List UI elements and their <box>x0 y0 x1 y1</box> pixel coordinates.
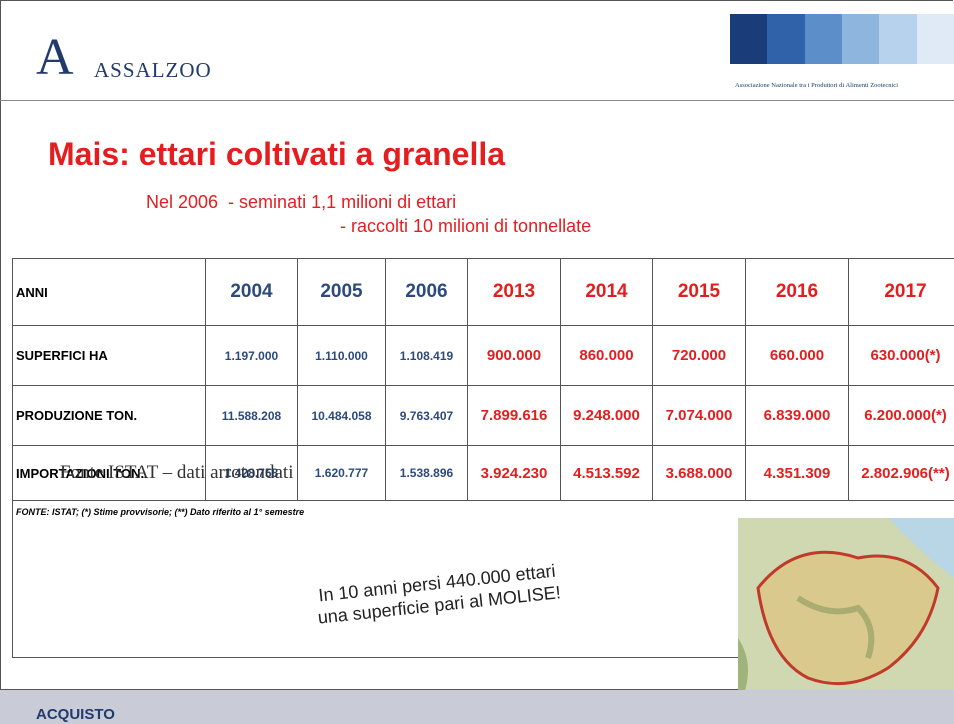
table-row: SUPERFICI HA 1.197.000 1.110.000 1.108.419 9… <box>12 325 954 386</box>
data-table: ANNI 2004 2005 2006 2013 2014 2015 2016 2017 SUPE… <box>12 258 954 658</box>
table-cell: 6.200.000(*) <box>848 385 954 446</box>
title: Mais: ettari coltivati a granella <box>48 136 506 172</box>
table-cell: 630.000(*) <box>848 325 954 386</box>
footer-label: ACQUISTO <box>36 706 115 723</box>
header-cell: 2004 <box>205 258 298 326</box>
header-cell: 2016 <box>745 258 849 326</box>
table-cell: 860.000 <box>560 325 653 386</box>
table-cell: 1.197.000 <box>205 325 298 386</box>
header-blocks <box>730 14 954 64</box>
header-cell: 2015 <box>652 258 746 326</box>
table-row: PRODUZIONE TON. 11.588.208 10.484.058 9.763… <box>12 385 954 446</box>
subtitle: Nel 2006 - seminati 1,1 milioni di ettar… <box>146 192 457 212</box>
table-cell: 1.428.758 <box>205 445 298 501</box>
header-row: ANNI 2004 2005 2006 2013 2014 2015 2016 2017 <box>12 258 954 326</box>
tagline: Associazione Nazionale tra i Produttori … <box>735 82 898 89</box>
header-cell: 2014 <box>560 258 653 326</box>
table-cell: 900.000 <box>467 325 561 386</box>
table-cell: 1.538.896 <box>385 445 468 501</box>
table-cell: IMPORTAZIONI TON. <box>12 445 206 501</box>
table-cell: 9.763.407 <box>385 385 468 446</box>
table-cell: 11.588.208 <box>205 385 298 446</box>
map-image <box>738 518 954 708</box>
table-cell: 3.688.000 <box>652 445 746 501</box>
table-cell: 4.513.592 <box>560 445 653 501</box>
table-cell: 9.248.000 <box>560 385 653 446</box>
table-cell: 6.839.000 <box>745 385 849 446</box>
table-cell: 7.074.000 <box>652 385 746 446</box>
table-cell: SUPERFICI HA <box>12 325 206 386</box>
table-cell: 1.110.000 <box>297 325 386 386</box>
header-cell: 2013 <box>467 258 561 326</box>
header-cell: ANNI <box>12 258 206 326</box>
header-cell: 2006 <box>385 258 468 326</box>
table-cell: 3.924.230 <box>467 445 561 501</box>
slide-border <box>0 0 953 690</box>
table-cell: 660.000 <box>745 325 849 386</box>
subtitle: - raccolti 10 milioni di tonnellate <box>340 216 592 236</box>
table-cell: 2.802.906(**) <box>848 445 954 501</box>
table-cell: 4.351.309 <box>745 445 849 501</box>
table-cell: 1.108.419 <box>385 325 468 386</box>
table-cell: 7.899.616 <box>467 385 561 446</box>
header-cell: 2017 <box>848 258 954 326</box>
table-cell: 1.620.777 <box>297 445 386 501</box>
footer-bar: ACQUISTO <box>0 690 954 724</box>
table-row: IMPORTAZIONI TON. 1.428.758 1.620.777 1.538… <box>12 445 954 501</box>
header-rule <box>0 100 954 101</box>
logo-text: ASSALZOO <box>94 58 212 82</box>
table-cell: 10.484.058 <box>297 385 386 446</box>
table-cell: 720.000 <box>652 325 746 386</box>
table-cell: PRODUZIONE TON. <box>12 385 206 446</box>
source-overlay: Fonte ISTAT – dati arrotondati <box>60 462 294 483</box>
header-cell: 2005 <box>297 258 386 326</box>
